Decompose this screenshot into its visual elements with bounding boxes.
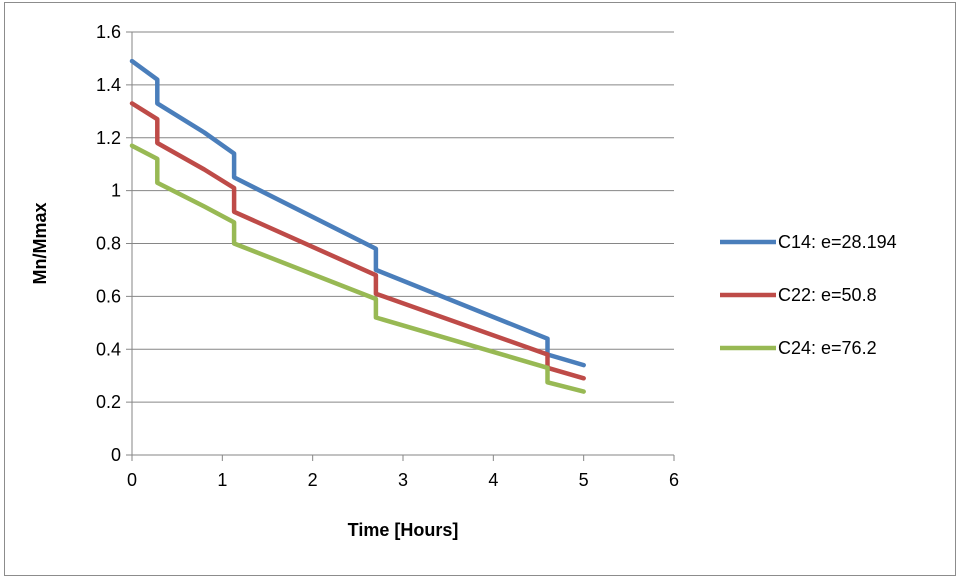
series-line-2 bbox=[129, 101, 586, 381]
y-tick-label: 0.4 bbox=[96, 339, 121, 359]
axes bbox=[126, 31, 675, 461]
y-tick-label: 0.8 bbox=[96, 234, 121, 254]
x-tick-label: 5 bbox=[579, 470, 589, 490]
x-tick-label: 1 bbox=[217, 470, 227, 490]
chart-frame bbox=[4, 2, 956, 576]
y-tick-labels: 0 0.2 0.4 0.6 0.8 1 1.2 1.4 1.6 bbox=[96, 22, 121, 465]
y-tick-label: 0.6 bbox=[96, 286, 121, 306]
y-axis-title: Mn/Mmax bbox=[30, 202, 50, 284]
legend-label-3: C24: e=76.2 bbox=[778, 338, 877, 358]
x-tick-labels: 0 1 2 3 4 5 6 bbox=[127, 470, 679, 490]
x-tick-label: 2 bbox=[308, 470, 318, 490]
x-tick-label: 4 bbox=[488, 470, 498, 490]
legend: C14: e=28.194 C22: e=50.8 C24: e=76.2 bbox=[720, 232, 897, 358]
legend-label-1: C14: e=28.194 bbox=[778, 232, 897, 252]
x-tick-label: 0 bbox=[127, 470, 137, 490]
series-lines bbox=[129, 58, 586, 394]
x-tick-label: 6 bbox=[669, 470, 679, 490]
series-line-1 bbox=[129, 58, 586, 368]
y-tick-label: 0 bbox=[111, 445, 121, 465]
y-tick-label: 1.4 bbox=[96, 75, 121, 95]
x-tick-label: 3 bbox=[398, 470, 408, 490]
y-tick-label: 1.6 bbox=[96, 22, 121, 42]
series-line-3 bbox=[129, 143, 586, 394]
y-tick-label: 1.2 bbox=[96, 128, 121, 148]
gridlines bbox=[132, 31, 674, 403]
y-tick-label: 0.2 bbox=[96, 392, 121, 412]
x-axis-title: Time [Hours] bbox=[348, 520, 459, 540]
y-tick-label: 1 bbox=[111, 181, 121, 201]
legend-label-2: C22: e=50.8 bbox=[778, 285, 877, 305]
